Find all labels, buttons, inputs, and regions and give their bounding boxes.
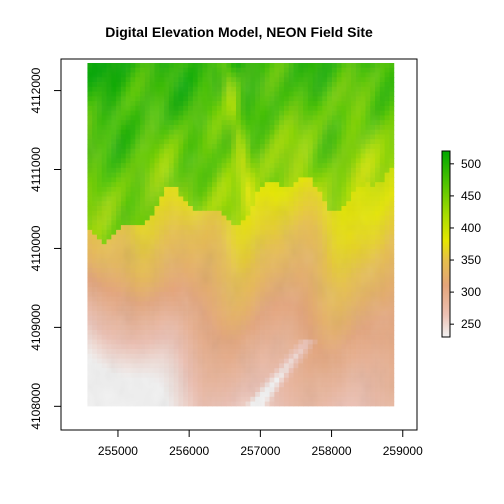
raster-texture <box>87 62 395 407</box>
colorbar-tick-label: 350 <box>461 253 481 267</box>
colorbar-legend: 250 300 350 400 450 500 <box>441 150 481 338</box>
x-tick-label: 258000 <box>312 444 352 458</box>
colorbar-tick-label: 300 <box>461 285 481 299</box>
elevation-raster <box>87 62 395 407</box>
colorbar-tick-label: 500 <box>461 157 481 171</box>
x-tick-label: 256000 <box>169 444 209 458</box>
x-tick-label: 255000 <box>98 444 138 458</box>
y-axis: 4108000 4109000 4110000 4111000 4112000 <box>29 67 62 430</box>
y-tick-label: 4109000 <box>29 304 43 351</box>
y-tick-label: 4110000 <box>29 225 43 271</box>
colorbar-tick-label: 450 <box>461 189 481 203</box>
x-tick-label: 259000 <box>383 444 423 458</box>
y-tick-label: 4112000 <box>29 67 43 113</box>
x-tick-label: 257000 <box>240 444 280 458</box>
colorbar-ramp <box>441 150 451 338</box>
y-tick-label: 4111000 <box>29 147 43 192</box>
chart-title: Digital Elevation Model, NEON Field Site <box>105 24 373 40</box>
colorbar-tick-label: 250 <box>461 317 481 331</box>
x-axis: 255000 256000 257000 258000 259000 <box>98 429 423 458</box>
y-tick-label: 4108000 <box>29 383 43 430</box>
colorbar-tick-label: 400 <box>461 221 481 235</box>
